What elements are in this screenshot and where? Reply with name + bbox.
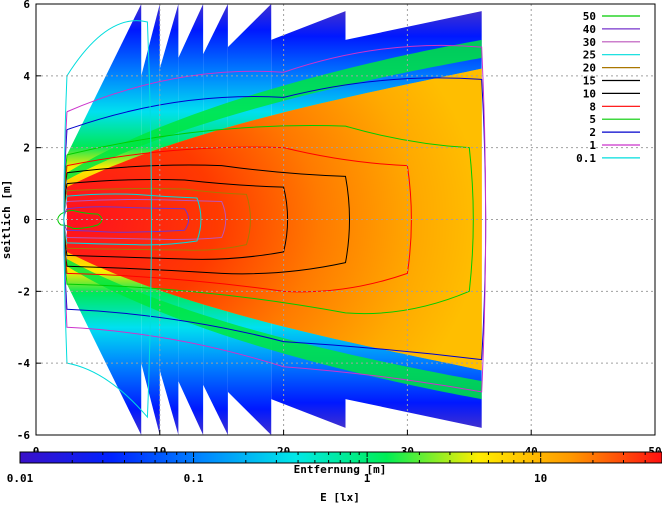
legend-entry: 5 (589, 113, 596, 126)
legend-entry: 2 (589, 126, 596, 139)
contour-line (63, 206, 190, 233)
x-axis-label: Entfernung [m] (294, 463, 387, 476)
contour-line (63, 193, 202, 246)
contour-line (63, 178, 289, 260)
green-band (66, 39, 482, 180)
contour-line (63, 77, 487, 361)
colorbar-tick-label: 1 (364, 472, 371, 485)
green-band (66, 259, 482, 400)
y-tick-label: 4 (23, 70, 30, 83)
y-tick-label: -6 (17, 429, 31, 442)
contour-line (63, 20, 152, 419)
hot-spot (66, 68, 482, 371)
legend-entry: 50 (583, 10, 596, 23)
legend-entry: 15 (583, 75, 596, 88)
legend-entry: 0.1 (576, 152, 596, 165)
y-tick-label: 0 (23, 214, 30, 227)
y-tick-label: 6 (23, 0, 30, 11)
y-tick-label: -4 (17, 357, 31, 370)
contour-line (63, 187, 251, 251)
contour-line (63, 198, 227, 241)
colorbar-tick-label: 0.1 (184, 472, 204, 485)
contour-line (63, 164, 350, 275)
contour-line (63, 146, 412, 293)
legend-entry: 25 (583, 49, 596, 62)
legend-entry: 10 (583, 87, 596, 100)
contour-lines (57, 20, 487, 419)
plot-area (66, 4, 482, 435)
legend-entry: 1 (589, 139, 596, 152)
colorbar-tick-label: 10 (534, 472, 547, 485)
legend-entry: 30 (583, 36, 596, 49)
colorbar-gradient (20, 452, 662, 463)
legend-entry: 8 (589, 100, 596, 113)
y-axis-label: seitlich [m] (0, 180, 13, 259)
colorbar-label: E [lx] (320, 491, 360, 504)
legend-entry: 40 (583, 23, 596, 36)
colorbar: 0.01 0.1 1 10 Entfernung [m] E [lx] (7, 451, 662, 504)
contour-line (63, 125, 474, 315)
colorbar-border (19, 451, 662, 464)
colorbar-tick-label: 0.01 (7, 472, 34, 485)
legend-entry: 20 (583, 62, 596, 75)
y-tick-label: 2 (23, 142, 30, 155)
contour-line (57, 209, 103, 230)
y-tick-label: -2 (17, 285, 30, 298)
grid-lines (36, 4, 655, 435)
contour-line (63, 44, 487, 393)
